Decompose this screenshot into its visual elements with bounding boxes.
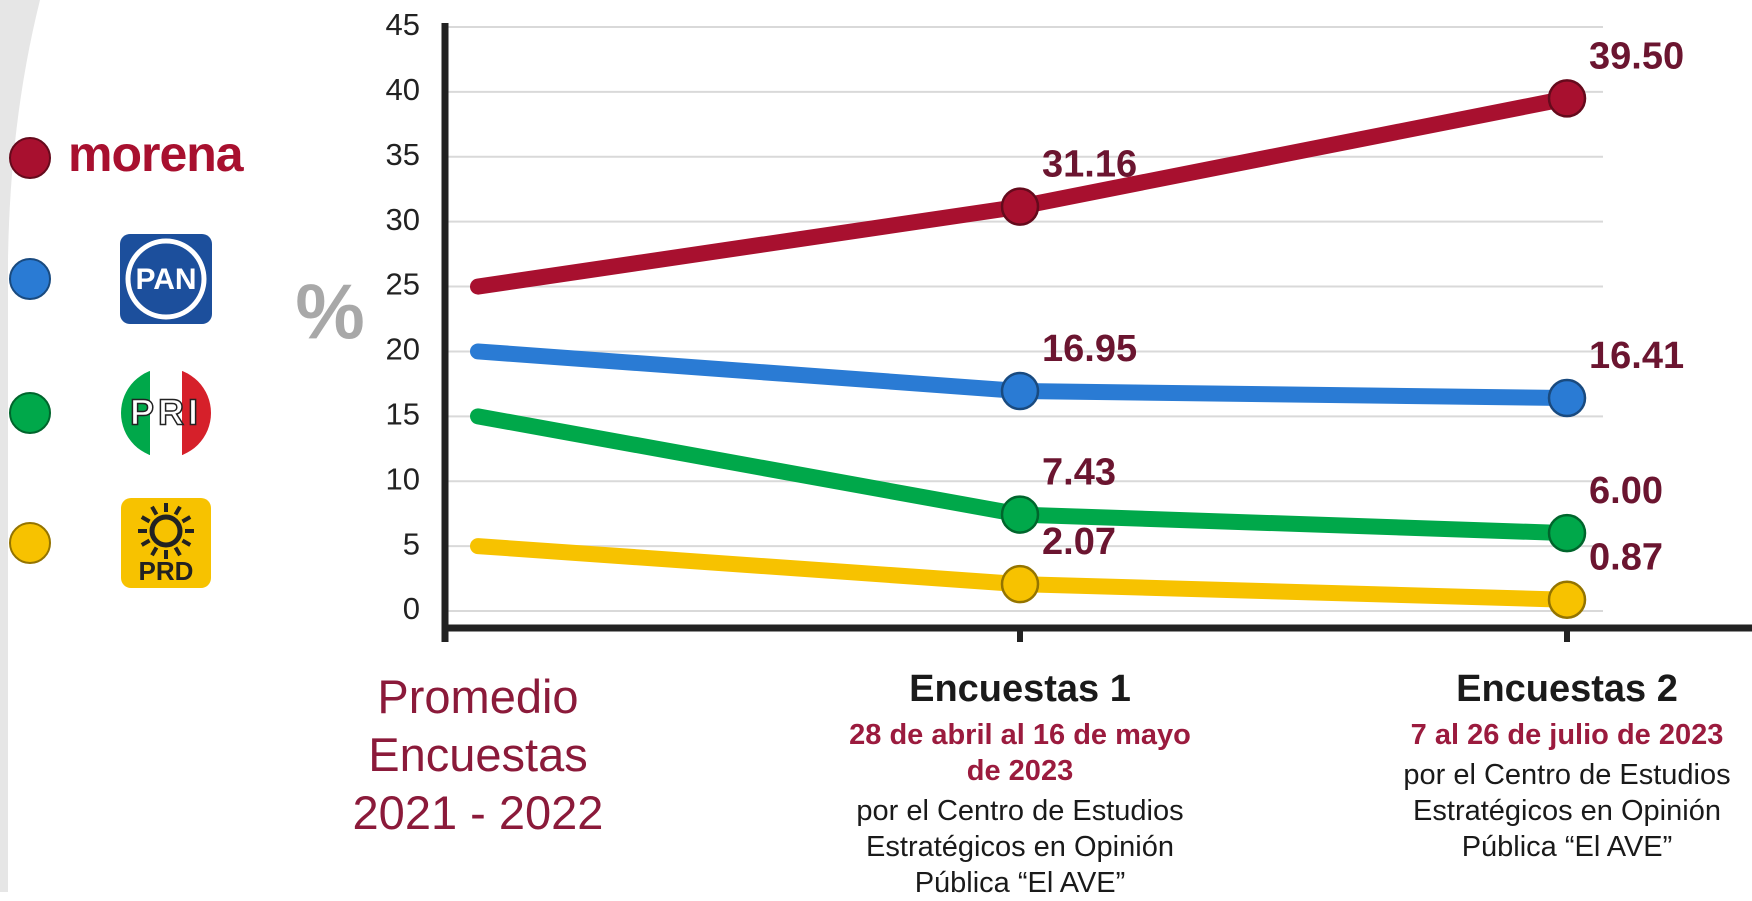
legend-logo: morena	[68, 126, 246, 182]
point-marker	[1000, 564, 1040, 604]
category-source: por el Centro de Estudios Estratégicos e…	[856, 795, 1184, 899]
y-tick-label: 25	[386, 267, 420, 302]
legend-logo: PAN	[120, 234, 212, 324]
value-label: 31.16	[1042, 144, 1137, 186]
legend-logo: PRI	[121, 368, 211, 458]
point-marker	[1000, 495, 1040, 534]
logo-sun	[149, 514, 183, 548]
logo-ray	[181, 515, 192, 524]
y-tick-label: 10	[386, 461, 420, 496]
y-tick-label: 40	[386, 72, 420, 107]
y-tick-label: 15	[386, 397, 420, 432]
point-marker	[1547, 513, 1587, 553]
value-label: 0.87	[1589, 537, 1663, 579]
logo-ray	[181, 538, 192, 547]
legend-label: PRD	[139, 556, 194, 586]
logo-ray	[150, 546, 159, 557]
legend-label: PAN	[135, 263, 196, 296]
category-source: por el Centro de Estudios Estratégicos e…	[1403, 759, 1731, 863]
logo-box	[120, 234, 212, 324]
point-marker	[1547, 378, 1587, 418]
y-axis-label: %	[295, 268, 364, 356]
x-category-label: Encuestas 2	[1456, 668, 1678, 710]
y-tick-label: 35	[386, 137, 420, 172]
logo-ray	[140, 538, 151, 547]
category-date: 7 al 26 de julio de 2023	[1410, 719, 1724, 751]
logo-ray	[140, 515, 151, 524]
point-marker	[1000, 371, 1040, 411]
logo-ray	[150, 505, 159, 516]
logo-ray	[173, 546, 182, 557]
x-category-block: Encuestas 2 7 al 26 de julio de 2023 por e…	[1382, 668, 1752, 865]
legend-marker	[9, 522, 51, 564]
value-label: 2.07	[1042, 521, 1116, 563]
y-tick-label: 0	[403, 591, 420, 626]
point-marker	[1547, 79, 1587, 118]
y-tick-label: 45	[386, 7, 420, 42]
logo-ray	[173, 505, 182, 516]
background-shape	[0, 0, 40, 892]
value-label: 16.95	[1042, 328, 1137, 370]
value-label: 39.50	[1589, 35, 1684, 77]
y-tick-label: 5	[403, 526, 420, 561]
x-category-block: Encuestas 1 28 de abril al 16 de mayo de …	[835, 668, 1205, 901]
y-tick-label: 30	[386, 202, 420, 237]
legend-label: PRI	[130, 392, 202, 433]
category-date: 28 de abril al 16 de mayo de 2023	[849, 719, 1191, 787]
legend-label: morena	[68, 126, 245, 182]
value-label: 7.43	[1042, 452, 1116, 494]
x-category-label: Promedio Encuestas 2021 - 2022	[352, 670, 604, 839]
logo-white	[150, 368, 182, 458]
logo-ring	[125, 238, 207, 320]
legend-marker	[9, 258, 51, 300]
value-label: 16.41	[1589, 335, 1684, 377]
legend-logo: PRD	[121, 498, 211, 588]
x-category-label: Encuestas 1	[909, 668, 1131, 710]
legend-marker	[9, 392, 51, 434]
legend-marker	[9, 137, 51, 179]
point-marker	[1547, 580, 1587, 619]
y-tick-label: 20	[386, 332, 420, 367]
value-label: 6.00	[1589, 470, 1663, 512]
point-marker	[1000, 187, 1040, 226]
